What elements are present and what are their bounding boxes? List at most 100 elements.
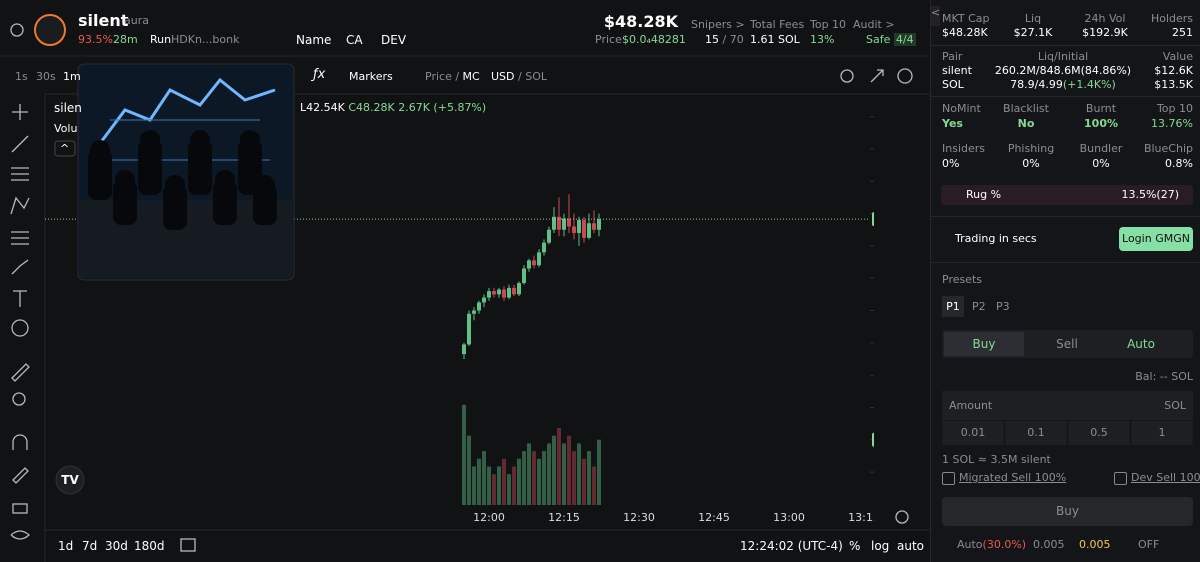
slippage[interactable]: Auto(30.0%) (957, 538, 1026, 552)
quick-amount[interactable]: 0.01 (942, 421, 1004, 445)
mev[interactable]: OFF (1138, 538, 1160, 551)
y-tick-label: 60.00K (880, 175, 919, 188)
search-link[interactable]: CA (346, 33, 363, 47)
interval[interactable]: 30s (36, 70, 56, 83)
axis-settings-icon[interactable] (895, 510, 909, 524)
search-link[interactable]: DEV (381, 33, 407, 47)
mode-tab[interactable]: Buy (944, 332, 1024, 356)
interval[interactable]: 1s (15, 70, 28, 83)
y-tick-label: 40.00K (880, 240, 919, 253)
migrated-sell[interactable]: Migrated Sell 100% (959, 471, 1067, 484)
check-label: NoMint (942, 102, 981, 115)
crosshair-icon[interactable] (12, 104, 28, 120)
volume-bar (537, 458, 541, 505)
stat-label[interactable]: Audit > (853, 18, 895, 31)
preset-tab[interactable]: P1 (942, 296, 964, 317)
interval[interactable]: 1m (63, 70, 81, 83)
lock-icon[interactable] (12, 503, 28, 514)
stat-label[interactable]: Snipers > (691, 18, 745, 31)
volume-bar (527, 443, 531, 505)
candle-body (532, 260, 536, 266)
scale-option[interactable]: log (871, 539, 890, 553)
pencil-lock-icon[interactable] (12, 467, 29, 484)
markers[interactable]: Markers (349, 70, 393, 83)
address[interactable]: HDKn...bonk (171, 33, 240, 46)
range[interactable]: 7d (82, 539, 98, 553)
line-tool-icon[interactable] (11, 135, 29, 153)
eye-icon[interactable] (10, 530, 30, 540)
clock: 12:24:02 (UTC-4) (740, 539, 843, 553)
collapse-arrow[interactable]: ^ (60, 142, 70, 155)
volume-bar (557, 428, 561, 505)
preset-tab[interactable]: P3 (996, 300, 1010, 313)
presets-label: Presets (942, 273, 983, 286)
ohlc: L42.54K (300, 101, 345, 114)
candle-body (527, 260, 531, 269)
quick-amount[interactable]: 0.5 (1068, 421, 1130, 445)
zoom-icon[interactable] (12, 392, 26, 406)
legend-volume: Volu (54, 122, 78, 135)
amount-input[interactable] (942, 391, 1193, 420)
bribe-fee[interactable]: 0.005 (1079, 538, 1111, 551)
stat-value: 1.61 SOL (750, 33, 800, 46)
stat-label: MKT Cap (942, 12, 990, 25)
rate: 1 SOL ≈ 3.5M silent (942, 453, 1051, 466)
volume-bar (477, 458, 481, 505)
indicators[interactable]: ƒx (313, 67, 326, 82)
text-icon[interactable] (13, 290, 27, 307)
candle-body (482, 297, 486, 303)
priority-fee[interactable]: 0.005 (1033, 538, 1065, 551)
rug-bar[interactable] (941, 185, 1193, 205)
pair-header: Liq/Initial (1037, 50, 1089, 63)
ohlc: 2.67K (+5.87%) (398, 101, 487, 114)
price-toggle[interactable]: Price / MC (425, 70, 480, 84)
fullscreen-icon[interactable] (870, 69, 884, 83)
login-button[interactable]: Login GMGN (1119, 227, 1193, 251)
brush-icon[interactable] (11, 259, 29, 275)
preset-tab[interactable]: P2 (972, 300, 986, 313)
checkbox[interactable] (1114, 472, 1127, 485)
amount-placeholder: Amount (949, 399, 993, 412)
y-tick-label: 80.00K (880, 111, 919, 124)
scale-option[interactable]: % (849, 539, 861, 553)
quick-amount[interactable]: 1 (1131, 421, 1193, 445)
volume-bar (512, 466, 516, 505)
calendar-icon[interactable] (180, 538, 196, 552)
quick-amount[interactable]: 0.1 (1005, 421, 1067, 445)
price: $0.0₄48281 (622, 33, 686, 46)
scale-option[interactable]: auto (897, 539, 925, 553)
check-value: No (1017, 117, 1035, 130)
range[interactable]: 180d (134, 539, 165, 553)
fib-icon[interactable] (11, 167, 29, 181)
settings-icon[interactable] (897, 68, 913, 84)
balance: Bal: -- SOL (1135, 370, 1193, 383)
mode-tab[interactable]: Sell (1056, 337, 1078, 351)
projection-icon[interactable] (11, 231, 29, 245)
screenshot-icon[interactable] (840, 69, 854, 83)
drawing-tools[interactable] (10, 23, 913, 552)
volume-bar (517, 458, 521, 505)
volume-bar (522, 451, 526, 505)
collapse-tab[interactable]: < (931, 6, 940, 26)
pair-value: $13.5K (1154, 78, 1193, 91)
candle-body (537, 252, 541, 266)
liq-change: (+1.4K%) (1062, 78, 1116, 91)
stat-label: Liq (1024, 12, 1042, 25)
token-name: silent (78, 11, 129, 30)
range[interactable]: 30d (105, 539, 128, 553)
collapse-button[interactable] (54, 140, 76, 157)
dev-sell[interactable]: Dev Sell 100% (1131, 471, 1200, 484)
ruler-icon[interactable] (11, 363, 30, 382)
pattern-icon[interactable] (10, 196, 30, 215)
emoji-icon[interactable] (11, 319, 29, 337)
search-link[interactable]: Name (296, 33, 332, 47)
buy-button[interactable]: Buy (942, 497, 1193, 526)
checkbox[interactable] (942, 472, 955, 485)
range[interactable]: 1d (58, 539, 74, 553)
magnet-icon[interactable] (12, 434, 28, 450)
mode-tab[interactable]: Auto (1127, 337, 1155, 351)
currency-toggle[interactable]: USD / SOL (491, 70, 547, 84)
holder-value: 0.8% (1165, 157, 1193, 170)
favorite-icon[interactable] (10, 23, 24, 37)
y-tick-label: 10.00K (880, 337, 919, 350)
